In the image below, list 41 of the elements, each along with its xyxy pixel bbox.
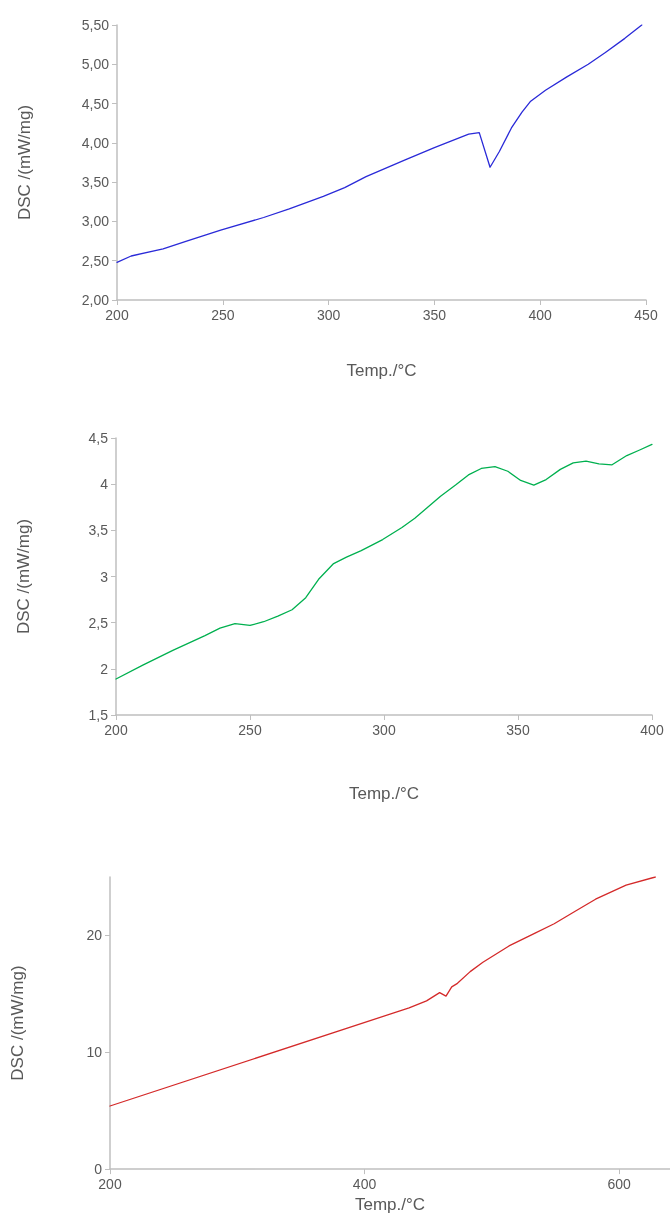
y-tick-label: 3 <box>100 568 109 585</box>
x-axis-title: Temp./°C <box>348 784 420 803</box>
y-tick-label: 0 <box>94 1161 103 1178</box>
x-tick-label: 300 <box>372 722 396 738</box>
y-tick-label: 1,5 <box>88 707 109 723</box>
y-tick-label: 5,00 <box>81 56 110 73</box>
y-tick-label: 4,00 <box>81 134 110 151</box>
x-tick-label: 250 <box>238 722 262 738</box>
y-tick-label: 3,50 <box>81 174 110 191</box>
y-tick-label: 2,00 <box>81 292 110 308</box>
y-tick-label: 20 <box>86 927 103 944</box>
x-tick-label: 200 <box>104 722 128 738</box>
x-tick-label: 350 <box>506 722 530 738</box>
x-tick-label: 200 <box>98 1176 122 1193</box>
line-series <box>109 876 657 1107</box>
line-series <box>116 24 643 263</box>
x-tick-label: 200 <box>105 307 129 323</box>
y-tick-label: 4,5 <box>88 430 109 446</box>
x-tick-label: 300 <box>316 307 341 323</box>
x-axis-title: Temp./°C <box>354 1195 426 1214</box>
y-axis-title: DSC /(mW/mg) <box>15 104 34 221</box>
x-tick-label: 400 <box>528 307 553 323</box>
y-tick-label: 2,5 <box>88 614 109 631</box>
x-tick-label: 250 <box>211 307 235 323</box>
y-tick-label: 4,50 <box>81 95 110 112</box>
y-tick-label: 2,50 <box>81 252 110 269</box>
x-tick-label: 450 <box>634 307 658 323</box>
y-axis-title: DSC /(mW/mg) <box>8 965 27 1081</box>
y-tick-label: 5,50 <box>81 17 110 33</box>
x-tick-label: 350 <box>422 307 447 323</box>
y-tick-label: 2 <box>100 660 109 677</box>
y-tick-label: 4 <box>100 476 109 493</box>
x-axis-title: Temp./°C <box>346 361 417 380</box>
x-tick-label: 600 <box>607 1176 631 1193</box>
y-tick-label: 3,00 <box>81 213 110 230</box>
line-series <box>115 443 653 680</box>
x-tick-label: 400 <box>640 722 664 738</box>
x-tick-label: 400 <box>352 1176 377 1193</box>
y-axis-title: DSC /(mW/mg) <box>14 518 33 635</box>
y-tick-label: 3,5 <box>88 522 109 539</box>
y-tick-label: 10 <box>86 1044 103 1061</box>
